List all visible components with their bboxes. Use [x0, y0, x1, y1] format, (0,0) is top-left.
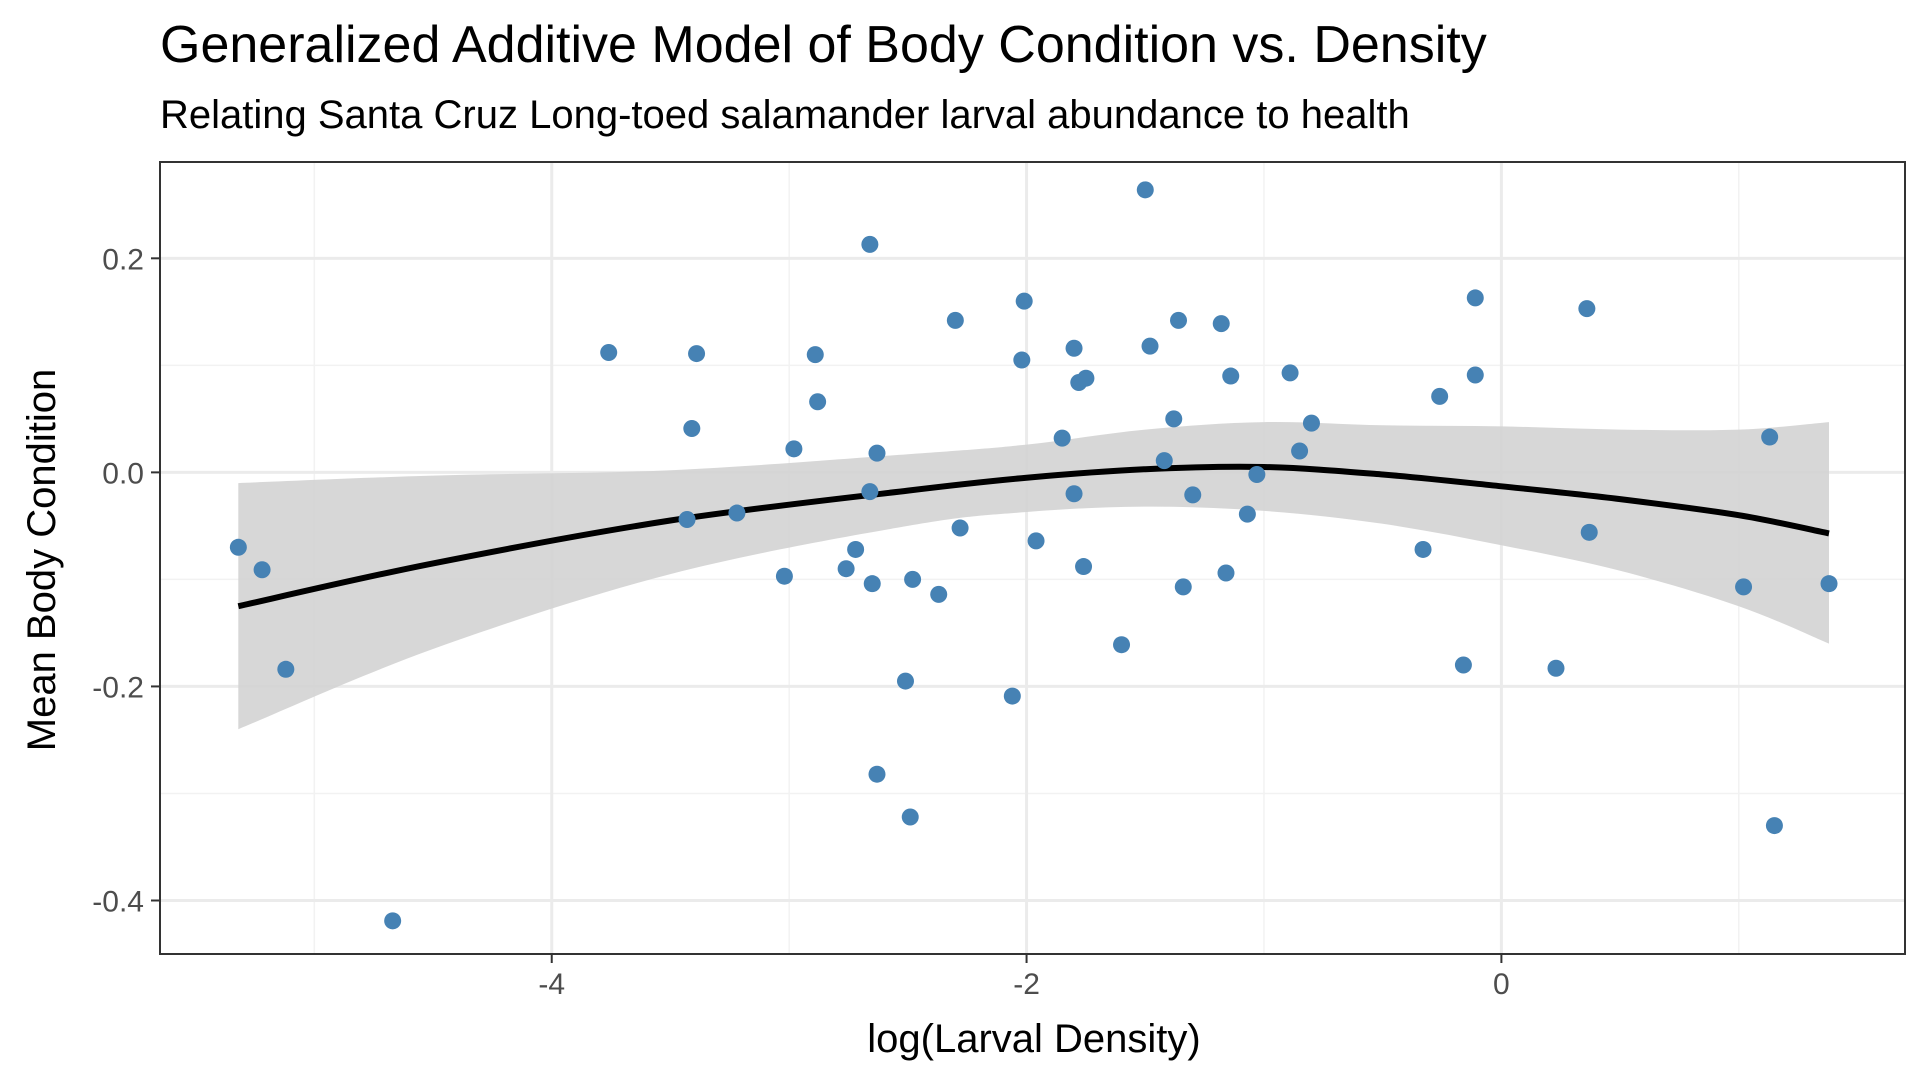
data-point: [1141, 337, 1159, 355]
data-point: [1077, 369, 1095, 387]
axes: -4 -2 0 -0.4 -0.2 0.0 0.2: [92, 161, 1906, 1001]
data-point: [1281, 364, 1299, 382]
confidence-band-layer: [238, 422, 1829, 730]
data-point: [1184, 486, 1202, 504]
fit-line: [237, 463, 1830, 610]
data-point: [904, 570, 922, 588]
data-point: [863, 575, 881, 593]
data-point: [1174, 578, 1192, 596]
y-tick-label: -0.4: [92, 885, 144, 918]
data-point: [1053, 429, 1071, 447]
data-point: [861, 235, 879, 253]
data-point: [896, 672, 914, 690]
fit-line-layer: [237, 463, 1830, 610]
data-point: [1170, 311, 1188, 329]
y-axis-title: Mean Body Condition: [20, 369, 64, 751]
data-point: [1302, 414, 1320, 432]
data-point: [1027, 532, 1045, 550]
data-point: [1466, 289, 1484, 307]
points-layer: [229, 181, 1838, 930]
data-point: [683, 419, 701, 437]
data-point: [1212, 315, 1230, 333]
data-point: [1165, 410, 1183, 428]
data-point: [809, 393, 827, 411]
data-point: [868, 765, 886, 783]
data-point: [600, 344, 618, 362]
plot-border: [159, 161, 1906, 955]
data-point: [1580, 523, 1598, 541]
data-point: [785, 440, 803, 458]
data-point: [1431, 387, 1449, 405]
data-point: [1291, 442, 1309, 460]
data-point: [1075, 558, 1093, 576]
data-point: [861, 483, 879, 501]
y-tick-label: -0.2: [92, 671, 144, 704]
data-point: [277, 660, 295, 678]
data-point: [1003, 687, 1021, 705]
confidence-band: [238, 422, 1829, 730]
data-point: [1065, 485, 1083, 503]
x-tick-label: -2: [1013, 968, 1040, 1001]
chart-subtitle: Relating Santa Cruz Long-toed salamander…: [160, 93, 1410, 137]
data-point: [775, 567, 793, 585]
chart-title: Generalized Additive Model of Body Condi…: [160, 16, 1487, 74]
data-point: [868, 444, 886, 462]
data-point: [1761, 428, 1779, 446]
data-point: [901, 808, 919, 826]
data-point: [1735, 578, 1753, 596]
data-point: [1065, 339, 1083, 357]
data-point: [1136, 181, 1154, 199]
data-point: [1454, 656, 1472, 674]
data-point: [1547, 659, 1565, 677]
data-point: [1222, 367, 1240, 385]
data-point: [1238, 505, 1256, 523]
data-point: [1820, 575, 1838, 593]
data-point: [253, 561, 271, 579]
data-point: [1578, 300, 1596, 318]
y-tick-label: 0.2: [102, 243, 144, 276]
x-axis-title: log(Larval Density): [867, 1017, 1200, 1061]
data-point: [946, 311, 964, 329]
data-point: [1155, 452, 1173, 470]
data-point: [847, 540, 865, 558]
data-point: [1414, 540, 1432, 558]
data-point: [1466, 366, 1484, 384]
x-tick-label: 0: [1493, 968, 1510, 1001]
data-point: [837, 560, 855, 578]
data-point: [1113, 636, 1131, 654]
data-point: [1013, 351, 1031, 369]
data-point: [688, 345, 706, 363]
data-point: [951, 519, 969, 537]
data-point: [229, 538, 247, 556]
data-point: [1217, 564, 1235, 582]
x-tick-label: -4: [538, 968, 565, 1001]
data-point: [806, 346, 824, 364]
data-point: [930, 585, 948, 603]
y-tick-label: 0.0: [102, 457, 144, 490]
data-point: [678, 510, 696, 528]
data-point: [1765, 817, 1783, 835]
data-point: [1248, 466, 1266, 484]
data-point: [384, 912, 402, 930]
data-point: [1015, 292, 1033, 310]
data-point: [728, 504, 746, 522]
